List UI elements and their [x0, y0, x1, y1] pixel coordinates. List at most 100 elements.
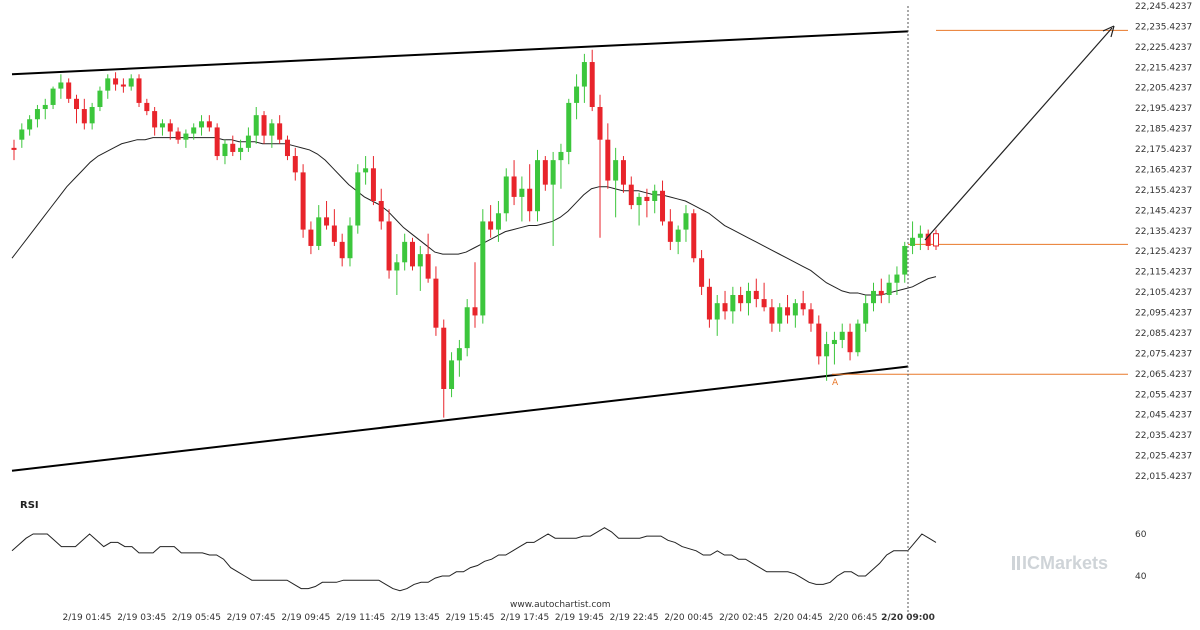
price-tick-label: 22,135.4237: [1135, 227, 1192, 237]
candle-body: [910, 237, 916, 246]
candle-body: [824, 344, 830, 357]
candle-body: [183, 133, 189, 140]
candle-body: [933, 233, 939, 247]
candle-body: [378, 200, 384, 222]
candle-body: [277, 123, 283, 140]
price-tick-label: 22,195.4237: [1135, 104, 1192, 114]
candle-body: [480, 221, 486, 316]
candle-body: [800, 303, 806, 310]
price-tick-label: 22,115.4237: [1135, 268, 1192, 278]
candle-body: [925, 233, 931, 246]
candle-body: [66, 82, 72, 99]
candle-body: [363, 168, 369, 173]
price-tick-label: 22,015.4237: [1135, 472, 1192, 482]
candle-body: [214, 127, 220, 157]
candle-body: [74, 98, 80, 110]
candle-body: [97, 90, 103, 107]
channel-lines: [11, 30, 909, 472]
candle-body: [628, 184, 634, 206]
rsi-tick-label: 60: [1135, 530, 1147, 540]
price-tick-label: 22,145.4237: [1135, 206, 1192, 216]
candle-body: [284, 139, 290, 157]
time-tick-label: 2/19 11:45: [336, 613, 385, 623]
candle-body: [761, 299, 767, 308]
candle-body: [620, 160, 626, 185]
price-tick-label: 22,245.4237: [1135, 2, 1192, 12]
candlesticks: [11, 49, 939, 418]
candle-body: [222, 143, 228, 157]
forecast-arrow: [924, 25, 1115, 241]
time-tick-label: 2/20 00:45: [664, 613, 713, 623]
candle-body: [886, 282, 892, 295]
price-tick-label: 22,105.4237: [1135, 288, 1192, 298]
candle-body: [136, 78, 142, 103]
candle-body: [652, 190, 658, 201]
time-tick-label: 2/19 15:45: [445, 613, 494, 623]
pattern-point-label: A: [832, 378, 839, 388]
candle-body: [331, 225, 337, 242]
candle-body: [917, 233, 923, 238]
moving-average: [11, 137, 937, 296]
candle-body: [441, 327, 447, 389]
candle-body: [542, 160, 548, 185]
candle-body: [206, 121, 212, 128]
candle-body: [253, 115, 259, 136]
time-tick-label: 2/19 01:45: [62, 613, 111, 623]
rsi-tick-label: 40: [1135, 572, 1147, 582]
time-tick-label: 2/19 03:45: [117, 613, 166, 623]
candle-body: [808, 309, 814, 324]
candle-body: [902, 245, 908, 275]
candle-body: [706, 286, 712, 320]
candle-body: [355, 172, 361, 226]
candle-body: [144, 102, 150, 112]
candle-body: [433, 278, 439, 328]
candle-body: [667, 221, 673, 242]
channel-lower-line: [11, 365, 909, 472]
candle-body: [105, 78, 111, 91]
candle-body: [550, 160, 556, 185]
candle-body: [831, 339, 837, 345]
watermark-text: www.autochartist.com: [510, 600, 611, 610]
candle-body: [261, 115, 267, 136]
price-tick-label: 22,205.4237: [1135, 84, 1192, 94]
candle-body: [535, 160, 541, 212]
candle-body: [300, 172, 306, 230]
candle-body: [425, 254, 431, 279]
candle-body: [175, 131, 181, 140]
candle-body: [792, 303, 798, 316]
candle-body: [324, 217, 330, 226]
candle-body: [339, 241, 345, 259]
time-tick-label: 2/19 13:45: [391, 613, 440, 623]
candle-body: [495, 213, 501, 230]
candle-body: [714, 303, 720, 320]
candle-body: [347, 225, 353, 259]
candle-body: [839, 331, 845, 340]
candle-body: [566, 102, 572, 152]
candle-body: [238, 147, 244, 152]
candle-body: [292, 156, 298, 173]
price-tick-label: 22,165.4237: [1135, 165, 1192, 175]
time-tick-label: 2/19 19:45: [555, 613, 604, 623]
candle-body: [449, 360, 455, 389]
candle-body: [511, 176, 517, 197]
candle-body: [464, 307, 470, 349]
candle-body: [745, 290, 751, 304]
candle-body: [870, 290, 876, 304]
price-tick-label: 22,235.4237: [1135, 22, 1192, 32]
candle-body: [683, 213, 689, 230]
candle-body: [878, 290, 884, 295]
candle-body: [81, 109, 87, 124]
price-tick-label: 22,155.4237: [1135, 186, 1192, 196]
candle-body: [574, 86, 580, 103]
price-tick-label: 22,055.4237: [1135, 390, 1192, 400]
price-tick-label: 22,095.4237: [1135, 309, 1192, 319]
candle-body: [558, 151, 564, 161]
price-tick-label: 22,185.4237: [1135, 125, 1192, 135]
candle-body: [34, 109, 40, 120]
time-tick-label: 2/19 09:45: [281, 613, 330, 623]
candle-body: [394, 262, 400, 271]
svg-text:ICMarkets: ICMarkets: [1022, 553, 1108, 573]
channel-upper-line: [11, 30, 909, 76]
price-tick-label: 22,035.4237: [1135, 431, 1192, 441]
